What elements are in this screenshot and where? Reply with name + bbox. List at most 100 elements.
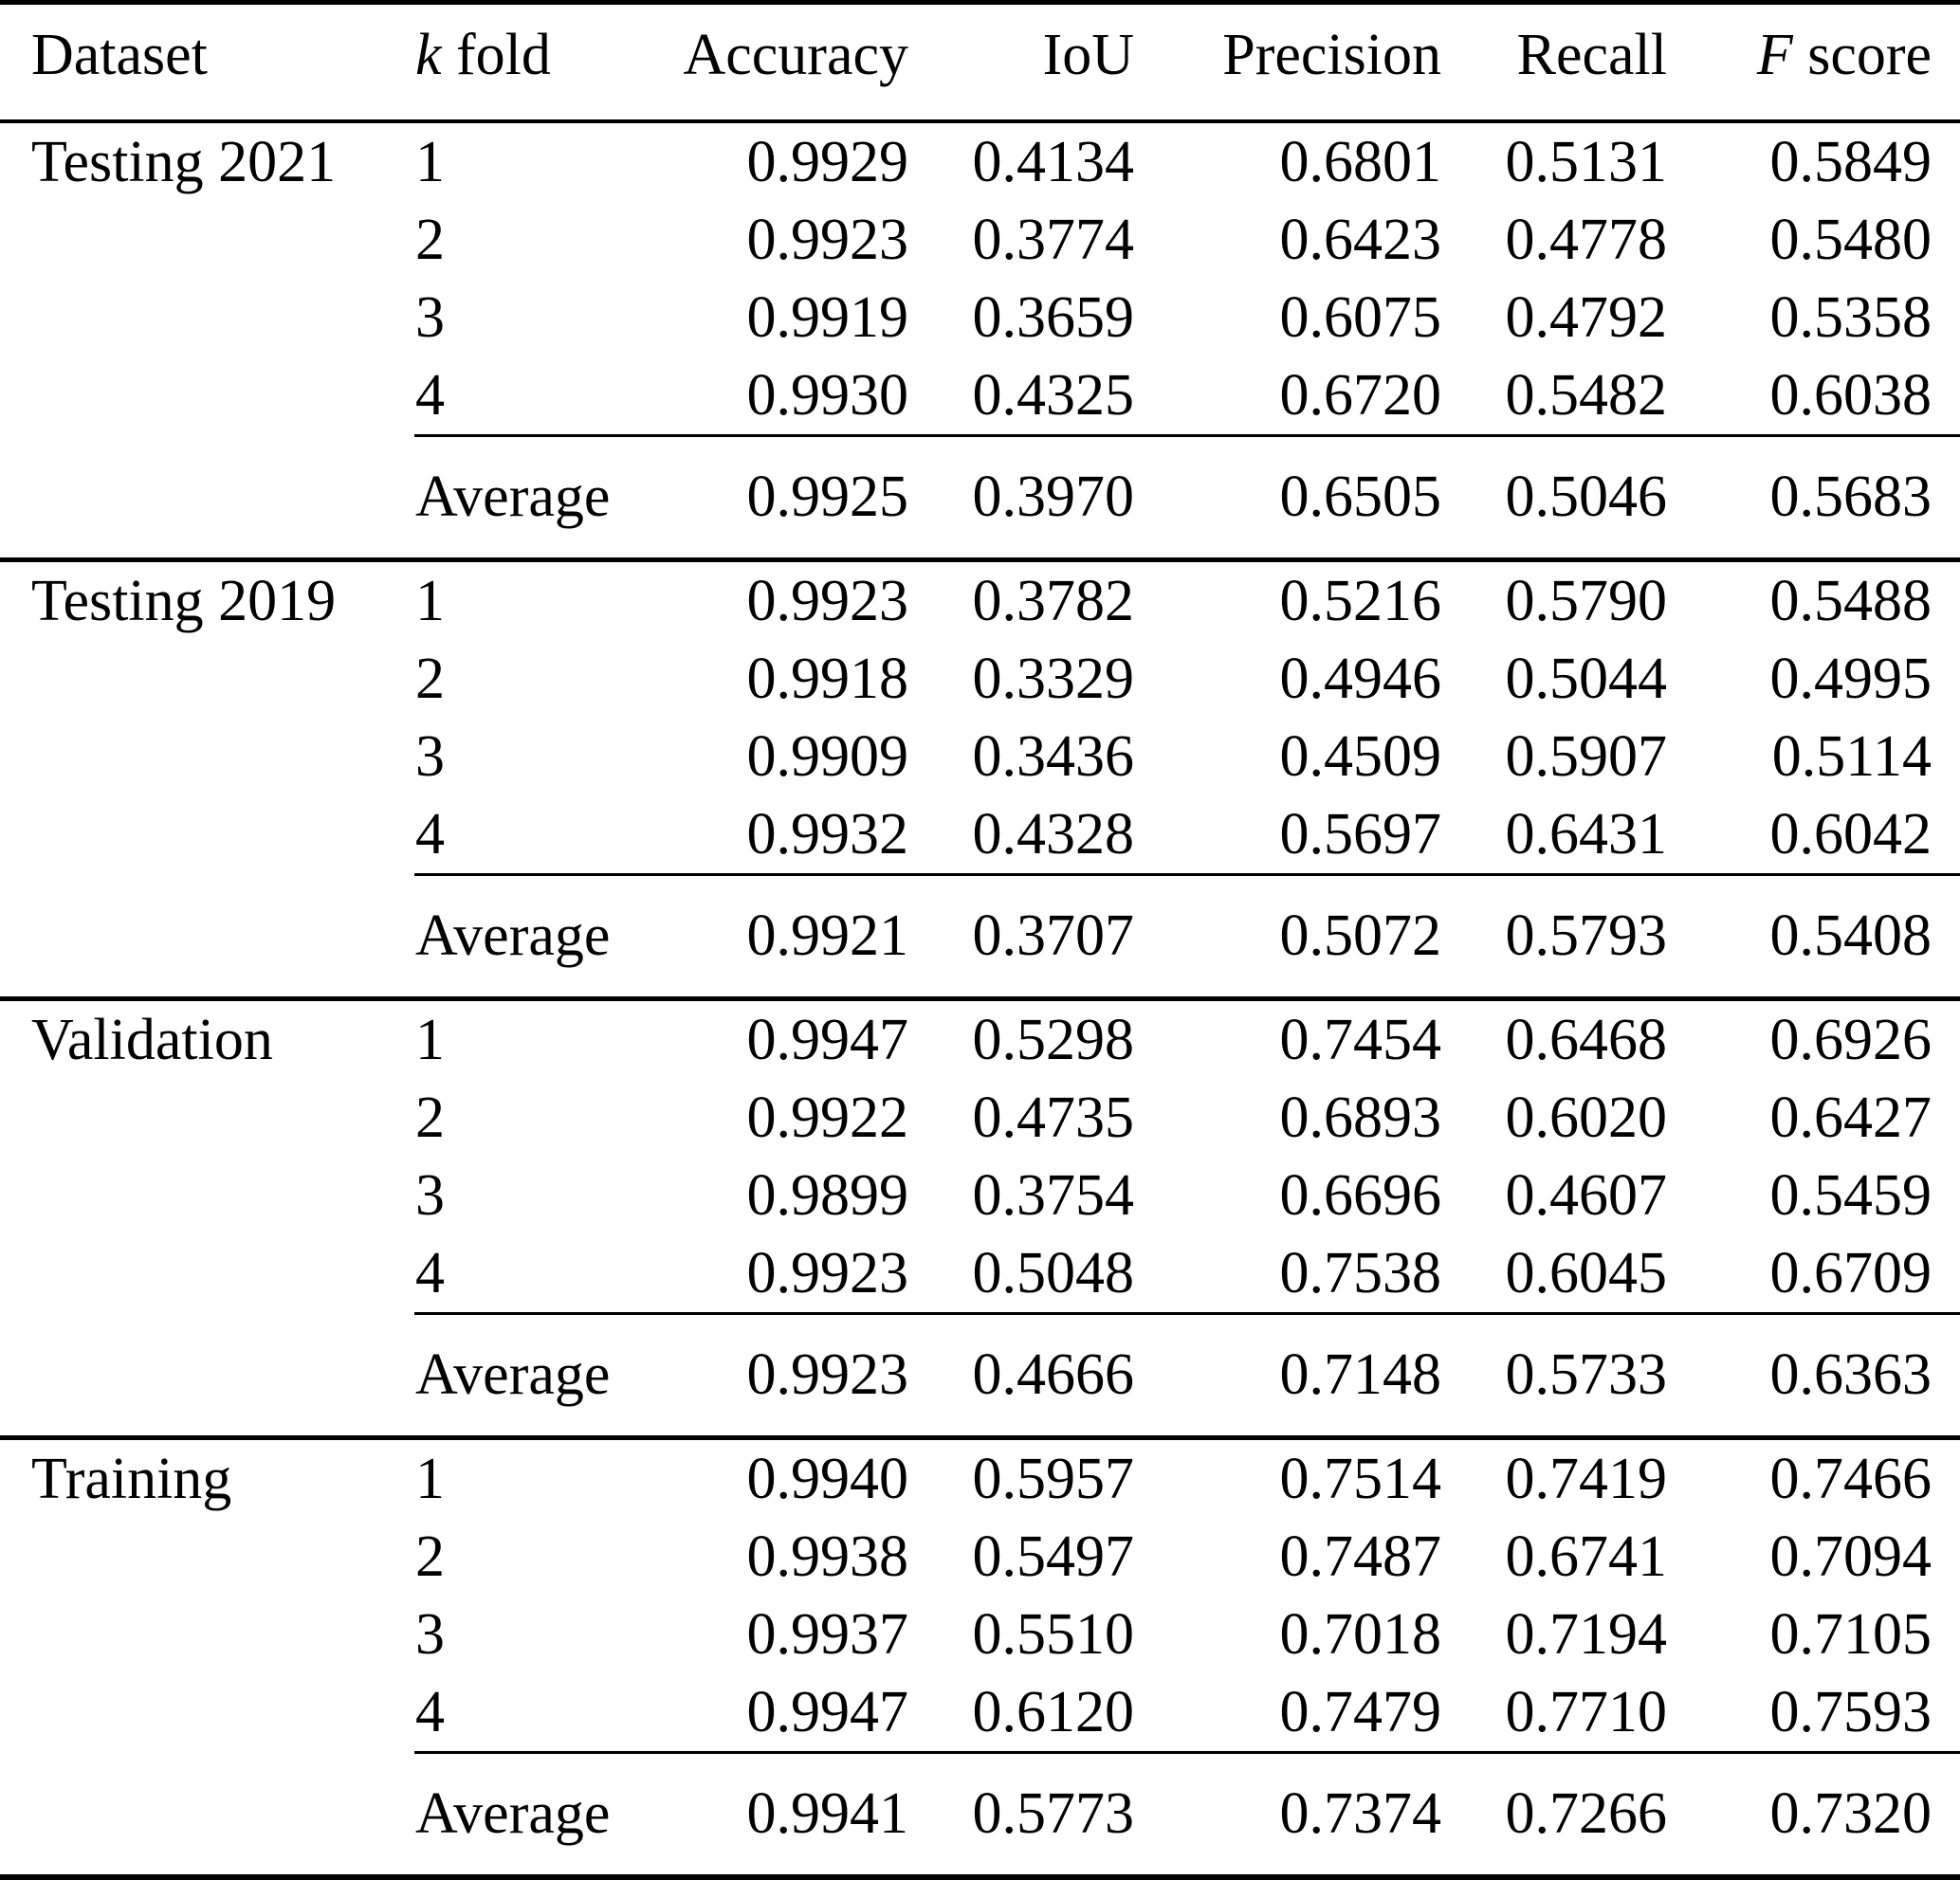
recall-cell: 0.5482 bbox=[1505, 362, 1668, 428]
recall-cell: 0.5044 bbox=[1505, 646, 1668, 711]
recall-cell: 0.5733 bbox=[1442, 1312, 1668, 1438]
recall-cell: 0.7710 bbox=[1505, 1679, 1668, 1744]
recall-cell: 0.7419 bbox=[1442, 1435, 1668, 1518]
fold-cell: 4 bbox=[415, 362, 445, 428]
fold-cell: 3 bbox=[415, 284, 445, 350]
average-label: Average bbox=[414, 434, 664, 560]
fold-cell: 4 bbox=[415, 1679, 445, 1744]
iou-cell: 0.3782 bbox=[909, 557, 1135, 640]
recall-cell: 0.5046 bbox=[1442, 434, 1668, 560]
recall-cell: 0.6468 bbox=[1442, 996, 1668, 1079]
accuracy-cell: 0.9909 bbox=[746, 723, 909, 789]
dataset-label: Training bbox=[0, 1435, 414, 1877]
dataset-label: Testing 2019 bbox=[0, 557, 414, 999]
dataset-label: Testing 2021 bbox=[31, 130, 337, 194]
fscore-cell: 0.5114 bbox=[1771, 723, 1932, 789]
accuracy-cell: 0.9940 bbox=[664, 1435, 909, 1518]
table-row: 4 0.9930 0.4325 0.6720 0.5482 0.6038 bbox=[0, 356, 1960, 436]
table-row: 3 0.9937 0.5510 0.7018 0.7194 0.7105 bbox=[0, 1596, 1960, 1673]
precision-cell: 0.5697 bbox=[1279, 801, 1442, 867]
fscore-cell: 0.6363 bbox=[1668, 1312, 1960, 1438]
col-header-dataset: Dataset bbox=[0, 2, 414, 123]
iou-cell: 0.5298 bbox=[909, 996, 1135, 1079]
accuracy-cell: 0.9937 bbox=[746, 1601, 909, 1667]
iou-cell: 0.5048 bbox=[972, 1240, 1135, 1305]
fscore-cell: 0.7094 bbox=[1769, 1524, 1933, 1589]
table-row: 3 0.9899 0.3754 0.6696 0.4607 0.5459 bbox=[0, 1157, 1960, 1234]
fold-cell: 3 bbox=[415, 1601, 445, 1667]
table-row: 2 0.9918 0.3329 0.4946 0.5044 0.4995 bbox=[0, 640, 1960, 718]
accuracy-cell: 0.9925 bbox=[664, 434, 909, 560]
accuracy-cell: 0.9919 bbox=[746, 284, 909, 350]
accuracy-cell: 0.9922 bbox=[746, 1085, 909, 1150]
table-row: Testing 2021 1 0.9929 0.4134 0.6801 0.51… bbox=[0, 121, 1960, 201]
accuracy-cell: 0.9923 bbox=[746, 207, 909, 272]
table-row: Testing 2019 1 0.9923 0.3782 0.5216 0.57… bbox=[0, 557, 1960, 999]
iou-cell: 0.5957 bbox=[909, 1435, 1135, 1518]
precision-cell: 0.6423 bbox=[1279, 207, 1442, 272]
fscore-italic-f: F bbox=[1756, 23, 1793, 87]
fscore-cell: 0.5488 bbox=[1668, 557, 1960, 640]
precision-cell: 0.4509 bbox=[1279, 723, 1442, 789]
recall-cell: 0.6741 bbox=[1505, 1524, 1668, 1589]
col-header-kfold: k fold bbox=[414, 2, 664, 123]
kfold-rest: fold bbox=[441, 23, 551, 87]
group-testing-2019: Testing 2019 1 0.9923 0.3782 0.5216 0.57… bbox=[0, 557, 1960, 999]
table-row: 2 0.9923 0.3774 0.6423 0.4778 0.5480 bbox=[0, 201, 1960, 279]
fold-cell: 3 bbox=[415, 1162, 445, 1228]
precision-cell: 0.7148 bbox=[1135, 1312, 1442, 1438]
precision-cell: 0.7374 bbox=[1135, 1751, 1442, 1877]
precision-cell: 0.5072 bbox=[1135, 873, 1442, 999]
precision-cell: 0.4946 bbox=[1279, 646, 1442, 711]
accuracy-cell: 0.9923 bbox=[664, 1312, 909, 1438]
iou-cell: 0.3774 bbox=[972, 207, 1135, 272]
fold-cell: 1 bbox=[414, 557, 664, 640]
precision-cell: 0.6893 bbox=[1279, 1085, 1442, 1150]
iou-cell: 0.4735 bbox=[972, 1085, 1135, 1150]
fscore-cell: 0.7105 bbox=[1769, 1601, 1933, 1667]
fscore-cell: 0.6427 bbox=[1769, 1085, 1933, 1150]
fscore-cell: 0.6709 bbox=[1769, 1240, 1933, 1305]
fscore-cell: 0.4995 bbox=[1769, 646, 1933, 711]
iou-cell: 0.5510 bbox=[972, 1601, 1135, 1667]
fscore-cell: 0.7320 bbox=[1668, 1751, 1960, 1877]
accuracy-cell: 0.9923 bbox=[664, 557, 909, 640]
iou-cell: 0.3659 bbox=[972, 284, 1135, 350]
iou-cell: 0.4328 bbox=[972, 801, 1135, 867]
accuracy-cell: 0.9918 bbox=[746, 646, 909, 711]
fold-cell: 1 bbox=[414, 1435, 664, 1518]
kfold-italic-k: k bbox=[415, 23, 442, 87]
fscore-cell: 0.6038 bbox=[1769, 362, 1933, 428]
fold-cell: 4 bbox=[415, 1240, 445, 1305]
accuracy-cell: 0.9947 bbox=[746, 1679, 909, 1744]
average-label: Average bbox=[414, 873, 664, 999]
group-training: Training 1 0.9940 0.5957 0.7514 0.7419 0… bbox=[0, 1435, 1960, 1877]
iou-cell: 0.3329 bbox=[972, 646, 1135, 711]
accuracy-cell: 0.9899 bbox=[746, 1162, 909, 1228]
iou-cell: 0.3707 bbox=[909, 873, 1135, 999]
fscore-cell: 0.5358 bbox=[1769, 284, 1933, 350]
fscore-cell: 0.5683 bbox=[1668, 434, 1960, 560]
precision-cell: 0.6075 bbox=[1279, 284, 1442, 350]
col-header-recall: Recall bbox=[1442, 2, 1668, 123]
iou-cell: 0.3436 bbox=[972, 723, 1135, 789]
fold-cell: 1 bbox=[415, 129, 445, 194]
table-row: 3 0.9909 0.3436 0.4509 0.5907 0.5114 bbox=[0, 718, 1960, 795]
recall-cell: 0.5793 bbox=[1442, 873, 1668, 999]
fscore-cell: 0.7593 bbox=[1769, 1679, 1933, 1744]
precision-cell: 0.6505 bbox=[1135, 434, 1442, 560]
recall-cell: 0.6045 bbox=[1505, 1240, 1668, 1305]
iou-cell: 0.5497 bbox=[972, 1524, 1135, 1589]
recall-cell: 0.4792 bbox=[1505, 284, 1668, 350]
header-row: Dataset k fold Accuracy IoU Precision Re… bbox=[0, 2, 1960, 123]
precision-cell: 0.6801 bbox=[1279, 129, 1442, 194]
average-row: Average 0.9923 0.4666 0.7148 0.5733 0.63… bbox=[0, 1312, 1960, 1438]
accuracy-cell: 0.9947 bbox=[664, 996, 909, 1079]
precision-cell: 0.7487 bbox=[1279, 1524, 1442, 1589]
dataset-label: Validation bbox=[0, 996, 414, 1438]
table-row: 4 0.9947 0.6120 0.7479 0.7710 0.7593 bbox=[0, 1673, 1960, 1753]
recall-cell: 0.7194 bbox=[1505, 1601, 1668, 1667]
accuracy-cell: 0.9930 bbox=[746, 362, 909, 428]
fold-cell: 4 bbox=[415, 801, 445, 867]
